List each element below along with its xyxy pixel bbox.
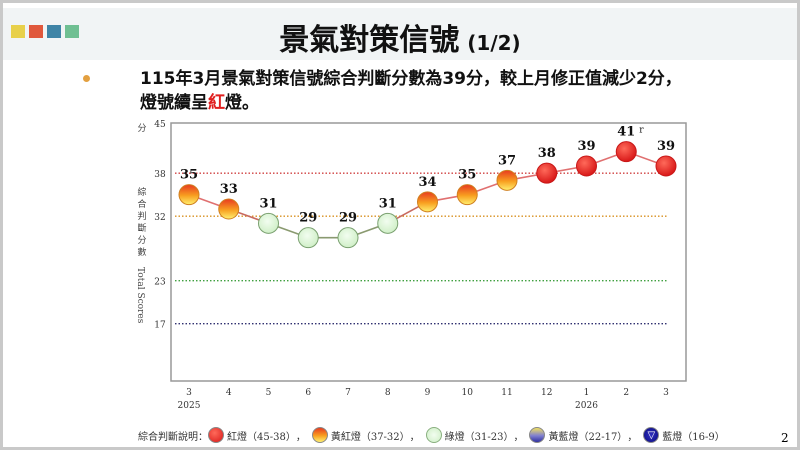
data-label: 35	[180, 168, 198, 183]
legend-signal-icon	[311, 427, 328, 443]
y-tick-label: 17	[154, 321, 166, 331]
data-point-red	[576, 155, 597, 177]
accent-square-green	[65, 25, 79, 38]
legend-item: 紅燈（45-38），	[208, 427, 306, 443]
legend-signal-icon	[208, 427, 224, 443]
legend-separator: ，	[409, 431, 420, 443]
x-tick-label: 9	[425, 388, 431, 398]
legend-label: 藍燈（16-9）	[662, 431, 725, 443]
data-point-yellow-red	[178, 184, 200, 206]
legend-item: 黃藍燈（22-17），	[529, 427, 637, 443]
y-axis-label-cn-char: 合	[137, 198, 146, 210]
summary-text: 115年3月景氣對策信號綜合判斷分數為39分，較上月修正值減少2分， 燈號續呈紅…	[140, 67, 780, 115]
x-tick-label: 11	[501, 388, 512, 398]
data-point-green	[337, 227, 359, 249]
summary-line2: 燈號續呈紅燈。	[140, 91, 780, 115]
y-tick-label: 45	[154, 120, 166, 130]
data-point-yellow-red	[417, 191, 438, 213]
legend-item: 黃紅燈（37-32），	[311, 427, 420, 443]
legend-title: 綜合判斷說明：	[138, 431, 208, 443]
legend-signal-icon	[529, 427, 546, 443]
summary-prefix: 燈號續呈	[140, 93, 208, 113]
x-tick-label: 3	[186, 388, 192, 398]
y-tick-label: 23	[154, 278, 166, 288]
x-tick-label: 5	[266, 388, 272, 398]
x-tick-label: 4	[226, 388, 232, 398]
y-axis-label-cn-char: 斷	[137, 222, 146, 234]
page-title: 景氣對策信號 (1/2)	[3, 15, 797, 59]
accent-square-red	[29, 25, 43, 38]
y-axis-label-cn-char: 綜	[137, 186, 146, 198]
y-axis-unit: 分	[137, 123, 146, 134]
legend-separator: ，	[295, 431, 306, 443]
legend-item: ▽ 藍燈（16-9）	[643, 427, 725, 443]
data-point-green	[258, 212, 279, 234]
y-axis-label-en: Total Scores	[135, 267, 145, 324]
x-tick-label: 3	[663, 388, 669, 398]
data-point-yellow-red	[218, 198, 240, 220]
y-axis-label-cn-char: 數	[137, 246, 146, 258]
data-label: 33	[220, 182, 238, 197]
y-axis-label-cn-char: 分	[137, 235, 146, 246]
summary-red-word: 紅	[208, 93, 225, 113]
legend-label: 黃紅燈（37-32）	[330, 431, 410, 443]
x-tick-label: 12	[541, 388, 552, 398]
data-point-green	[297, 227, 319, 249]
data-label: 39	[577, 139, 595, 154]
legend-label: 紅燈（45-38）	[227, 431, 296, 443]
accent-square-yellow	[11, 25, 25, 38]
title-text: 景氣對策信號	[279, 23, 460, 58]
legend: 綜合判斷說明： 紅燈（45-38），黃紅燈（37-32），綠燈（31-23），黃…	[138, 427, 731, 443]
data-point-red	[655, 155, 677, 177]
data-label: 31	[259, 196, 277, 211]
data-label: 35	[458, 168, 476, 183]
page-number: 2	[781, 431, 789, 445]
y-tick-label: 38	[154, 170, 166, 180]
x-tick-label: 2	[623, 388, 629, 398]
x-tick-label: 6	[305, 388, 311, 398]
legend-signal-icon: ▽	[643, 427, 660, 443]
data-label: 29	[339, 211, 357, 226]
data-point-red	[615, 141, 637, 163]
data-label: 41	[617, 125, 635, 140]
title-part: (1/2)	[467, 31, 521, 55]
legend-separator: ，	[513, 431, 524, 443]
x-year-label: 2025	[178, 401, 201, 411]
data-label: 31	[379, 196, 397, 211]
data-point-yellow-red	[456, 184, 478, 206]
data-label: 39	[657, 139, 675, 154]
x-tick-label: 8	[385, 388, 391, 398]
x-tick-label: 10	[462, 388, 474, 398]
legend-item: 綠燈（31-23），	[425, 427, 524, 443]
summary-suffix: 燈。	[225, 93, 259, 113]
data-label: 29	[299, 211, 317, 226]
data-point-green	[377, 212, 399, 234]
revised-marker: r	[639, 126, 644, 136]
x-tick-label: 7	[345, 388, 351, 398]
legend-signal-icon	[425, 427, 442, 443]
data-label: 34	[418, 175, 436, 190]
y-tick-label: 32	[154, 213, 165, 223]
plot-frame	[170, 122, 687, 382]
accent-square-blue	[47, 25, 61, 38]
summary-line1: 115年3月景氣對策信號綜合判斷分數為39分，較上月修正值減少2分，	[140, 69, 682, 89]
data-point-yellow-red	[496, 169, 518, 191]
data-label: 37	[498, 153, 516, 168]
bullet-icon	[83, 75, 90, 82]
x-year-label: 2026	[575, 401, 598, 411]
x-tick-label: 1	[584, 388, 590, 398]
header-bar	[3, 8, 797, 60]
y-axis-label-cn-char: 判	[137, 210, 146, 222]
data-point-red	[536, 162, 558, 184]
legend-label: 綠燈（31-23）	[444, 431, 514, 443]
legend-label: 黃藍燈（22-17）	[548, 431, 628, 443]
legend-separator: ，	[627, 431, 638, 443]
data-label: 38	[538, 146, 556, 161]
